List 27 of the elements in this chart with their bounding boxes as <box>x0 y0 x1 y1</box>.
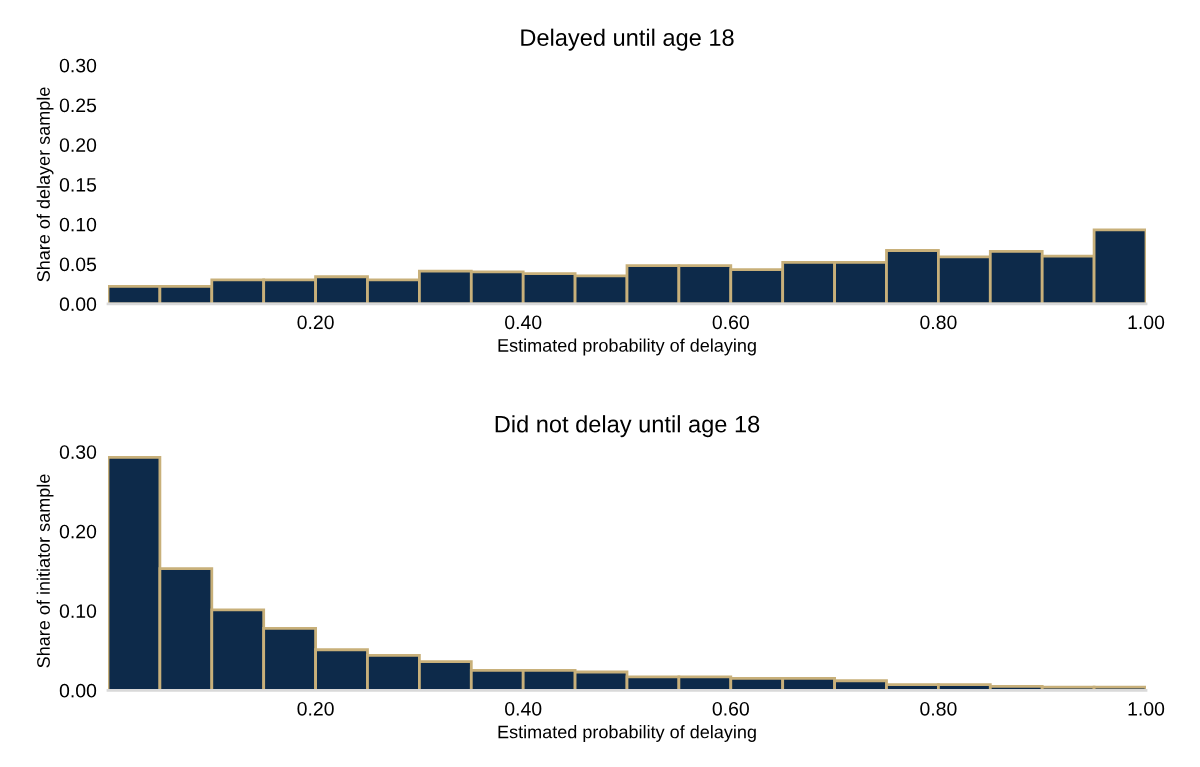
x-tick-label: 0.60 <box>712 701 749 716</box>
y-axis-title: Share of delayer sample <box>36 87 54 282</box>
y-tick-label: 0.10 <box>59 604 97 619</box>
y-tick-label: 0.05 <box>59 257 97 272</box>
y-tick-label: 0.00 <box>59 297 97 312</box>
y-tick-label: 0.15 <box>59 177 97 192</box>
x-tick-label: 0.80 <box>920 315 957 330</box>
y-tick-label: 0.20 <box>59 138 97 152</box>
x-axis-title: Estimated probability of delaying <box>498 338 756 356</box>
chart-title: Did not delay until age 18 <box>495 415 760 438</box>
y-tick-label: 0.20 <box>59 524 97 539</box>
x-tick-label: 1.00 <box>1128 701 1165 716</box>
chart-title: Delayed until age 18 <box>521 28 734 51</box>
x-tick-label: 0.60 <box>712 315 749 330</box>
x-tick-label: 0.40 <box>505 315 542 330</box>
y-tick-label: 0.30 <box>59 58 97 73</box>
x-tick-label: 0.40 <box>505 701 542 716</box>
x-tick-label: 0.20 <box>297 701 334 716</box>
y-tick-label: 0.25 <box>59 98 97 113</box>
x-tick-label: 0.80 <box>920 701 957 716</box>
y-tick-label: 0.00 <box>59 683 97 698</box>
y-tick-label: 0.10 <box>59 217 97 232</box>
y-axis-title: Share of initiator sample <box>36 474 54 668</box>
x-axis-title: Estimated probability of delaying <box>498 725 756 742</box>
x-tick-label: 0.20 <box>297 315 334 330</box>
y-tick-label: 0.30 <box>59 445 97 459</box>
x-tick-label: 1.00 <box>1128 315 1165 330</box>
